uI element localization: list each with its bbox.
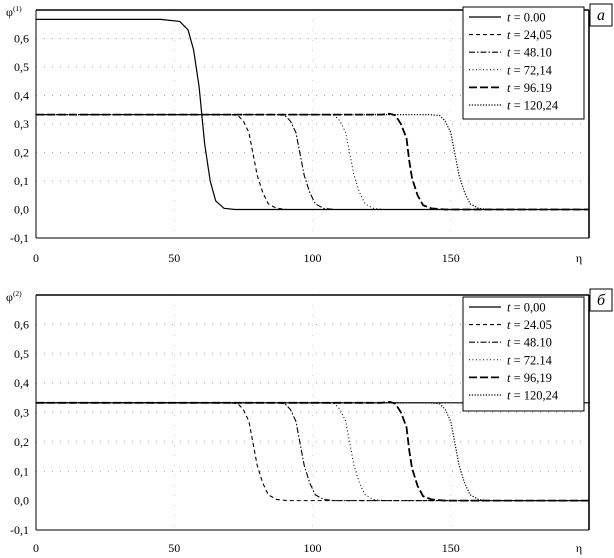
legend-label-t: t <box>507 63 511 77</box>
series-line-4 <box>36 114 589 210</box>
y-tick-label: 0,4 <box>14 376 29 390</box>
legend-label-t: t <box>507 353 511 367</box>
legend-label-value: = 0.00 <box>510 11 545 25</box>
y-axis-label: φ(2) <box>6 289 22 304</box>
chart-panel-2: -0,1 0,0 0,1 0,2 0,3 0,4 0,5 0,6 0 50 100 150 η φ(2) t… <box>6 288 613 555</box>
legend-label-t: t <box>507 46 511 60</box>
legend-label-t: t <box>507 301 511 315</box>
y-tick-label: -0,1 <box>10 523 29 537</box>
y-tick-label: -0,1 <box>10 231 29 245</box>
legend-label-t: t <box>507 318 511 332</box>
y-axis-label-superscript: (2) <box>13 289 22 298</box>
legend-label-value: = 72,14 <box>510 63 552 77</box>
panel-label-box <box>589 3 613 27</box>
legend-label-1: t = 0,00 <box>507 301 546 315</box>
panel-label: а <box>597 7 605 24</box>
y-axis-label: φ(1) <box>6 4 22 19</box>
x-tick-label: 100 <box>304 251 322 265</box>
legend-box <box>462 296 585 412</box>
y-tick-label: 0,5 <box>14 60 29 74</box>
y-tick-label: 0,1 <box>14 174 29 188</box>
y-axis-label-base: φ <box>6 5 13 19</box>
y-tick-label: 0,1 <box>14 464 29 478</box>
x-tick-label: 0 <box>33 251 39 265</box>
legend-label-3: t = 48.10 <box>507 336 552 350</box>
series-group <box>36 18 589 211</box>
legend-label-value: = 24,05 <box>510 28 551 42</box>
legend-label-t: t <box>507 336 511 350</box>
series-line-5 <box>36 401 589 502</box>
series-line-3 <box>36 402 589 502</box>
y-tick-label: 0,4 <box>14 89 29 103</box>
x-axis-label: η <box>576 541 582 555</box>
x-tick-label: 50 <box>168 251 180 265</box>
legend-box <box>462 6 585 120</box>
legend-label-5: t = 96,19 <box>507 371 552 385</box>
legend-label-value: = 0,00 <box>510 301 545 315</box>
legend-label-4: t = 72,14 <box>507 63 553 77</box>
x-tick-label: 50 <box>168 541 180 555</box>
legend-label-t: t <box>507 371 511 385</box>
y-tick-label: 0,2 <box>14 435 29 449</box>
legend-label-value: = 72.14 <box>510 353 552 367</box>
legend-label-t: t <box>507 81 511 95</box>
series-line-3 <box>36 114 589 211</box>
legend-label-value: = 96.19 <box>510 81 551 95</box>
y-tick-label: 0,6 <box>14 317 29 331</box>
series-line-5 <box>36 112 589 211</box>
x-tick-label: 0 <box>33 541 39 555</box>
y-tick-label: 0,0 <box>14 203 29 217</box>
legend-label-4: t = 72.14 <box>507 353 553 367</box>
legend-label-3: t = 48.10 <box>507 46 552 60</box>
series-line-6 <box>36 402 589 502</box>
legend-label-value: = 96,19 <box>510 371 551 385</box>
series-line-6 <box>36 113 589 211</box>
y-axis-label-superscript: (1) <box>13 4 22 13</box>
legend-label-1: t = 0.00 <box>507 11 546 25</box>
series-line-2 <box>36 402 589 502</box>
legend-label-5: t = 96.19 <box>507 81 552 95</box>
legend-label-value: = 48.10 <box>510 336 551 350</box>
y-tick-label: 0,5 <box>14 347 29 361</box>
legend-label-t: t <box>507 28 511 42</box>
panel-label: б <box>597 292 606 309</box>
y-tick-label: 0,2 <box>14 146 29 160</box>
legend-label-value: = 120,24 <box>510 99 558 113</box>
x-tick-label: 150 <box>442 251 460 265</box>
legend-label-value: = 24.05 <box>510 318 551 332</box>
chart-panel-1: -0,1 0,0 0,1 0,2 0,3 0,4 0,5 0,6 0 50 100 150 η φ(1) t… <box>6 3 613 265</box>
y-tick-label: 0,3 <box>14 117 29 131</box>
x-tick-label: 100 <box>304 541 322 555</box>
y-tick-label: 0,6 <box>14 32 29 46</box>
y-tick-label: 0,3 <box>14 406 29 420</box>
y-axis-label-base: φ <box>6 290 13 304</box>
x-axis-label: η <box>576 251 582 265</box>
series-line-2 <box>36 114 589 211</box>
x-tick-label: 150 <box>442 541 460 555</box>
legend-label-t: t <box>507 11 511 25</box>
y-tick-label: 0,0 <box>14 494 29 508</box>
legend-label-6: t = 120,24 <box>507 389 559 403</box>
legend-label-t: t <box>507 389 511 403</box>
legend-label-value: = 48.10 <box>510 46 551 60</box>
legend-label-t: t <box>507 99 511 113</box>
legend-label-2: t = 24,05 <box>507 28 552 42</box>
legend-label-value: = 120,24 <box>510 389 558 403</box>
legend-label-2: t = 24.05 <box>507 318 552 332</box>
panel-label-box <box>589 288 613 312</box>
series-group <box>36 401 589 502</box>
legend-label-6: t = 120,24 <box>507 99 559 113</box>
